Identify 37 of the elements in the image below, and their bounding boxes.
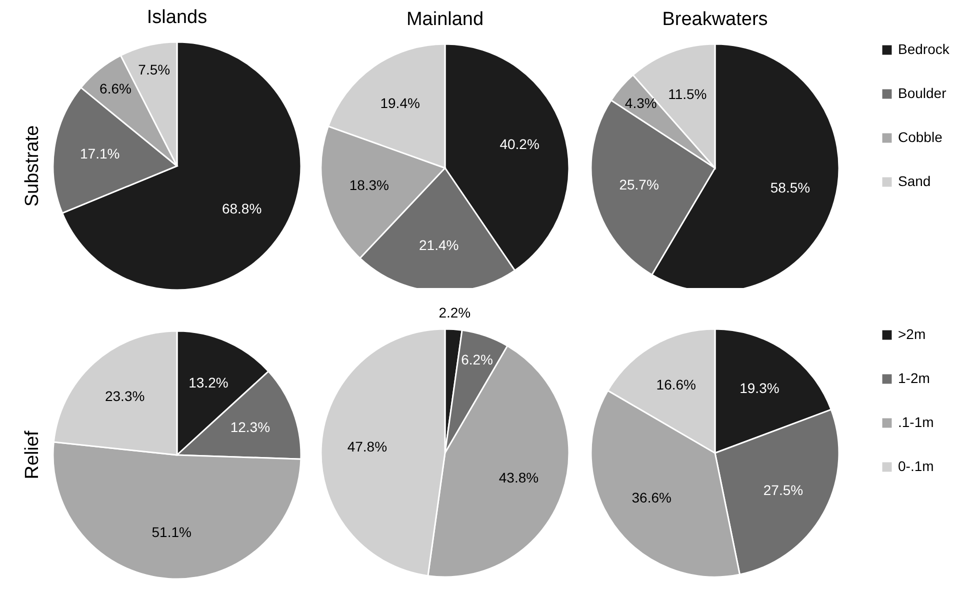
data-label: 11.5% xyxy=(668,86,707,102)
legend-label: 1-2m xyxy=(898,370,930,386)
data-label: 13.2% xyxy=(188,374,228,391)
data-label: 25.7% xyxy=(619,176,659,193)
data-label: 19.4% xyxy=(380,95,420,112)
legend-label: >2m xyxy=(898,326,926,342)
data-label: 19.3% xyxy=(740,380,780,396)
data-label: 21.4% xyxy=(418,236,459,253)
data-label: 58.5% xyxy=(770,180,810,196)
data-label: 6.6% xyxy=(100,80,132,97)
data-label: 47.8% xyxy=(347,438,388,455)
legend-label: Bedrock xyxy=(898,41,950,57)
chart-title: Mainland xyxy=(406,9,484,30)
data-label: 51.1% xyxy=(152,524,192,540)
data-label: 36.6% xyxy=(632,489,672,506)
data-label: 17.1% xyxy=(80,146,120,162)
data-label: 23.3% xyxy=(104,388,145,404)
legend-label: Boulder xyxy=(898,85,947,101)
data-label: 7.5% xyxy=(138,62,170,78)
data-label: 6.2% xyxy=(461,351,493,368)
data-label: 27.5% xyxy=(763,482,804,498)
data-label: 43.8% xyxy=(498,469,539,486)
chart-title: Breakwaters xyxy=(662,9,768,30)
legend-label: 0-.1m xyxy=(898,458,934,474)
legend-label: .1-1m xyxy=(898,414,934,430)
data-label: 18.3% xyxy=(349,177,390,194)
data-label: 68.8% xyxy=(222,200,262,216)
data-label: 2.2% xyxy=(438,304,471,320)
data-label: 4.3% xyxy=(624,94,657,111)
data-label: 12.3% xyxy=(230,418,270,435)
data-label: 40.2% xyxy=(500,136,540,152)
text: Substrate xyxy=(22,125,43,207)
text: Relief xyxy=(22,430,43,480)
data-label: 16.6% xyxy=(656,376,696,392)
chart-title: Islands xyxy=(146,7,208,28)
legend-label: Sand xyxy=(898,173,931,189)
legend-label: Cobble xyxy=(898,129,943,145)
